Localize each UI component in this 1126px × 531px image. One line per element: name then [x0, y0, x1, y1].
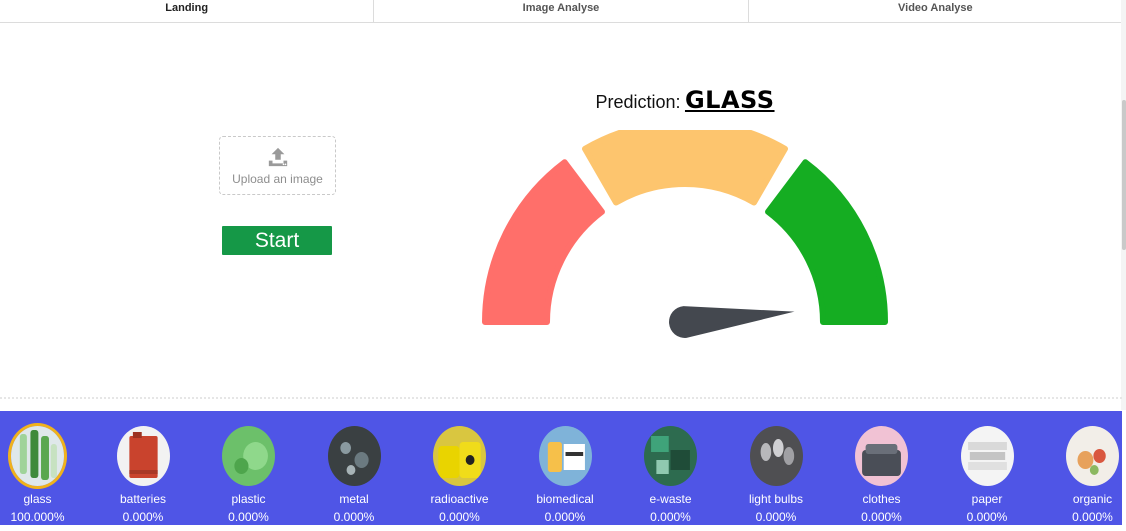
class-thumbnail-radioactive[interactable] [433, 426, 486, 486]
class-item-e-waste[interactable]: e-waste 0.000% [618, 411, 723, 525]
class-percentage: 0.000% [650, 510, 691, 524]
class-percentage: 0.000% [966, 510, 1008, 524]
class-percentage: 0.000% [1072, 510, 1113, 524]
class-name: metal [339, 492, 369, 506]
class-item-metal[interactable]: metal 0.000% [302, 411, 407, 525]
class-thumbnail-glass[interactable] [11, 426, 64, 486]
class-name: light bulbs [748, 492, 804, 506]
class-thumbnail-organic[interactable] [1066, 426, 1119, 486]
class-item-batteries[interactable]: batteries 0.000% [91, 411, 196, 525]
class-name: biomedical [536, 492, 594, 506]
class-name: organic [1072, 492, 1113, 506]
class-strip: glass 100.000% batteries 0.000% plastic 0.000… [0, 411, 1122, 525]
gauge-segment-mid [582, 130, 788, 206]
class-thumbnail-biomedical[interactable] [538, 426, 592, 486]
class-thumbnail-light-bulbs[interactable] [749, 426, 803, 486]
class-name: paper [971, 492, 1003, 506]
class-percentage: 0.000% [755, 510, 797, 524]
class-item-radioactive[interactable]: radioactive 0.000% [407, 411, 512, 525]
gauge-segment-low [482, 159, 605, 325]
start-button[interactable]: Start [222, 226, 332, 255]
scrollbar[interactable] [1121, 0, 1126, 410]
class-percentage: 0.000% [439, 510, 480, 524]
class-item-glass[interactable]: glass 100.000% [0, 411, 90, 525]
class-item-plastic[interactable]: plastic 0.000% [196, 411, 301, 525]
class-thumbnail-metal[interactable] [327, 426, 381, 486]
gauge-needle [669, 306, 795, 338]
class-thumbnail-clothes[interactable] [855, 426, 908, 486]
class-name: e-waste [649, 492, 692, 506]
class-percentage: 0.000% [333, 510, 375, 524]
class-percentage: 0.000% [544, 510, 586, 524]
class-name: plastic [231, 492, 266, 506]
tab-bar: Landing Image Analyse Video Analyse [0, 0, 1122, 23]
prediction-label: Prediction: [595, 92, 681, 112]
gauge-segment-high [765, 159, 888, 325]
class-name: batteries [119, 492, 167, 506]
class-item-light-bulbs[interactable]: light bulbs 0.000% [724, 411, 829, 525]
class-percentage: 0.000% [122, 510, 164, 524]
class-name: clothes [862, 492, 901, 506]
class-thumbnail-batteries[interactable] [116, 426, 170, 486]
class-item-biomedical[interactable]: biomedical 0.000% [513, 411, 618, 525]
class-item-clothes[interactable]: clothes 0.000% [829, 411, 934, 525]
divider [0, 397, 1122, 399]
prediction-heading: Prediction: GLASS [560, 86, 810, 114]
tab-landing[interactable]: Landing [0, 0, 375, 22]
tab-video-analyse[interactable]: Video Analyse [898, 2, 973, 14]
upload-dropzone[interactable]: Upload an image [219, 136, 336, 195]
prediction-value: GLASS [684, 86, 775, 114]
class-percentage: 100.000% [10, 510, 65, 524]
scrollbar-thumb[interactable] [1122, 100, 1126, 250]
class-thumbnail-e-waste[interactable] [644, 426, 697, 486]
class-thumbnail-plastic[interactable] [222, 426, 275, 486]
class-percentage: 0.000% [861, 510, 902, 524]
confidence-gauge [482, 130, 888, 338]
class-item-paper[interactable]: paper 0.000% [935, 411, 1040, 525]
upload-icon [268, 147, 287, 166]
class-name: glass [23, 492, 52, 506]
class-thumbnail-paper[interactable] [960, 426, 1014, 486]
tab-image-analyse[interactable]: Image Analyse [374, 0, 749, 22]
class-percentage: 0.000% [228, 510, 269, 524]
class-item-organic[interactable]: organic 0.000% [1040, 411, 1126, 525]
class-name: radioactive [430, 492, 489, 506]
upload-label: Upload an image [232, 171, 323, 186]
